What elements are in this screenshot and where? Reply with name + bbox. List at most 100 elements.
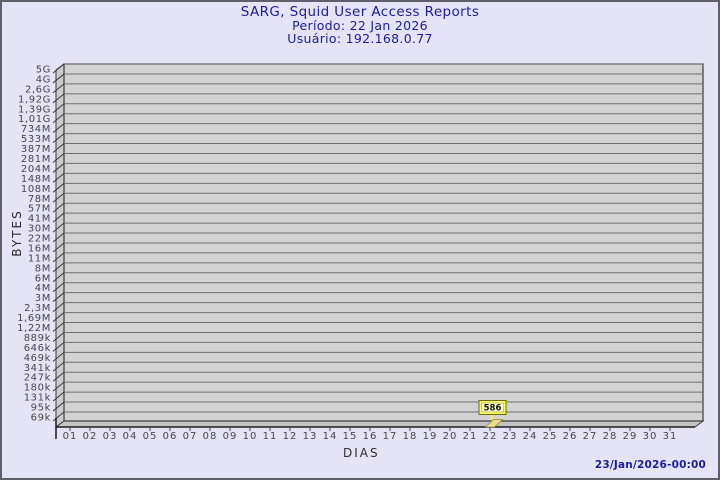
y-tick-label: 1,92G: [18, 94, 51, 105]
y-tick-mark: [52, 391, 65, 402]
x-tick-label: 15: [343, 431, 358, 442]
y-tick-label: 30M: [28, 224, 51, 235]
y-tick-label: 1,69M: [17, 313, 51, 324]
y-tick-mark: [52, 262, 65, 273]
x-tick-label: 18: [403, 431, 418, 442]
y-tick-label: 41M: [28, 214, 51, 225]
y-tick-mark: [52, 212, 65, 223]
x-tick-label: 30: [643, 431, 658, 442]
y-tick-mark: [52, 143, 65, 153]
x-tick-label: 04: [123, 431, 138, 442]
y-tick-mark: [52, 312, 65, 322]
y-tick-label: 1,39G: [18, 104, 51, 115]
y-tick-label: 6M: [35, 273, 51, 284]
y-tick-mark: [52, 172, 65, 183]
x-tick-label: 23: [503, 431, 518, 442]
x-tick-label: 26: [563, 431, 578, 442]
x-tick-label: 24: [523, 431, 538, 442]
y-tick-label: 95k: [31, 403, 51, 414]
y-tick-mark: [52, 153, 65, 163]
x-tick-label: 21: [463, 431, 478, 442]
data-annotation: 586: [478, 400, 507, 415]
y-tick-label: 281M: [21, 154, 51, 165]
annotation-value: 586: [484, 404, 502, 414]
y-tick-label: 4G: [36, 74, 51, 85]
y-tick-label: 247k: [24, 373, 51, 384]
y-tick-label: 533M: [21, 134, 51, 145]
x-tick-label: 19: [423, 431, 438, 442]
y-tick-label: 469k: [24, 353, 51, 364]
y-tick-label: 180k: [24, 383, 51, 394]
y-tick-label: 57M: [28, 204, 51, 215]
y-tick-label: 4M: [35, 283, 51, 294]
x-tick-label: 08: [203, 431, 218, 442]
x-tick-labels: 01 02 03 04 05 06 07 08 09 10 11 12 13 14 15 16 17 18 19 20…: [63, 427, 676, 442]
x-axis-title: DIAS: [343, 446, 380, 460]
chart-title: SARG, Squid User Access Reports: [240, 4, 480, 20]
y-tick-label: 8M: [35, 263, 51, 274]
y-tick-label: 16M: [28, 243, 51, 254]
x-tick-label: 16: [363, 431, 378, 442]
x-tick-label: 25: [543, 431, 558, 442]
chart-period-subtitle: Período: 22 Jan 2026: [292, 18, 428, 33]
y-tick-mark: [52, 192, 65, 203]
y-tick-label: 22M: [28, 234, 51, 245]
y-tick-label: 78M: [28, 194, 51, 205]
x-tick-label: 02: [83, 431, 98, 442]
chart-header: SARG, Squid User Access Reports Período:…: [2, 5, 718, 45]
chart-user-subtitle: Usuário: 192.168.0.77: [287, 31, 433, 46]
y-tick-label: 1,22M: [17, 323, 51, 334]
y-tick-mark: [52, 282, 65, 293]
y-tick-mark: [52, 123, 65, 134]
x-tick-label: 05: [143, 431, 158, 442]
y-tick-mark: [52, 133, 65, 143]
x-tick-label: 20: [443, 431, 458, 442]
y-axis-title: BYTES: [10, 209, 24, 257]
y-tick-mark: [52, 401, 65, 412]
y-tick-mark: [52, 302, 65, 313]
x-tick-label: 17: [383, 431, 398, 442]
y-tick-mark: [52, 342, 65, 352]
x-tick-label: 11: [263, 431, 278, 442]
y-tick-mark: [52, 222, 65, 233]
generation-timestamp: 23/Jan/2026-00:00: [594, 459, 706, 471]
y-tick-mark: [52, 361, 65, 372]
y-tick-mark: [52, 411, 65, 422]
y-tick-label: 69k: [31, 413, 51, 424]
y-tick-label: 1,01G: [18, 114, 51, 125]
y-tick-mark: [52, 272, 65, 283]
y-tick-label: 148M: [21, 174, 51, 185]
x-tick-label: 07: [183, 431, 198, 442]
y-tick-mark: [52, 252, 65, 263]
y-tick-label: 3M: [35, 293, 51, 304]
y-tick-mark: [52, 163, 65, 173]
y-tick-label: 5G: [36, 65, 51, 76]
y-tick-label: 734M: [21, 124, 51, 135]
x-tick-label: 28: [603, 431, 618, 442]
gridlines: [64, 63, 703, 413]
y-tick-mark: [52, 232, 65, 243]
y-tick-label: 646k: [24, 343, 51, 354]
y-tick-mark: [52, 83, 65, 94]
x-tick-label: 09: [223, 431, 238, 442]
y-tick-mark: [52, 63, 65, 74]
y-tick-label: 2,3M: [24, 303, 51, 314]
y-tick-label: 889k: [24, 333, 51, 344]
y-tick-mark: [52, 322, 65, 332]
bar-face: [484, 419, 504, 428]
y-tick-labels: 5G4G2,6G1,92G1,39G1,01G734M533M387M281M2…: [17, 63, 65, 424]
y-tick-label: 131k: [24, 393, 51, 404]
y-tick-mark: [52, 371, 65, 382]
y-tick-mark: [52, 202, 65, 213]
y-tick-label: 204M: [21, 164, 51, 175]
y-tick-mark: [52, 93, 65, 104]
plot-side-wall: [55, 63, 65, 428]
x-tick-label: 01: [63, 431, 78, 442]
x-tick-label: 13: [303, 431, 318, 442]
x-tick-label: 27: [583, 431, 598, 442]
x-tick-label: 14: [323, 431, 338, 442]
y-tick-mark: [52, 103, 65, 114]
x-tick-label: 10: [243, 431, 258, 442]
x-tick-label: 22: [483, 431, 498, 442]
